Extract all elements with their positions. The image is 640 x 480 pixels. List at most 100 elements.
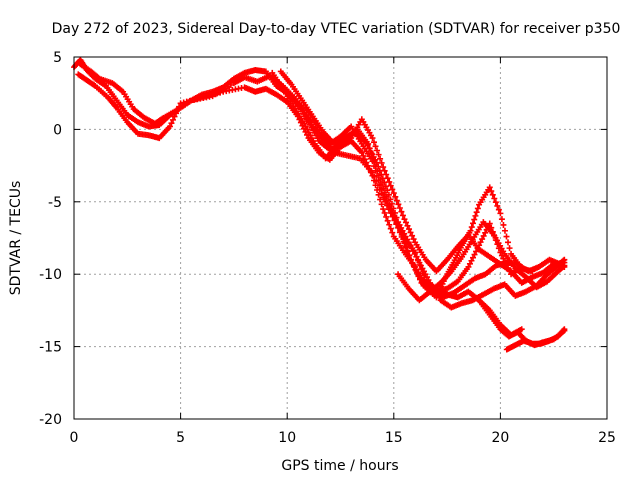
data-point — [392, 193, 399, 200]
data-point — [560, 327, 567, 334]
data-point — [221, 85, 228, 92]
data-point — [380, 164, 387, 171]
data-point — [492, 199, 499, 206]
data-point — [360, 152, 367, 159]
data-point — [380, 194, 387, 201]
data-point — [489, 191, 496, 198]
x-tick-label: 0 — [70, 430, 79, 446]
data-point — [505, 239, 512, 246]
data-point — [494, 202, 501, 209]
data-point — [396, 205, 403, 212]
data-point — [390, 205, 397, 212]
y-tick-label: -20 — [39, 412, 62, 428]
data-point — [399, 212, 406, 219]
data-point — [385, 191, 392, 198]
data-point — [404, 222, 411, 229]
series-5 — [284, 90, 568, 286]
data-point — [413, 269, 420, 276]
data-point — [477, 239, 484, 246]
data-point — [361, 156, 368, 163]
data-point — [406, 252, 413, 259]
data-point — [503, 233, 510, 240]
data-point — [371, 173, 378, 180]
data-point — [212, 91, 219, 98]
data-point — [501, 227, 508, 234]
y-tick-label: 0 — [53, 122, 62, 138]
y-axis-label: SDTVAR / TECUs — [8, 181, 24, 296]
data-point — [166, 123, 173, 130]
data-point — [506, 245, 513, 252]
data-point — [358, 149, 365, 156]
data-point — [392, 209, 399, 216]
data-point — [369, 169, 376, 176]
y-tick-label: -10 — [39, 267, 62, 283]
x-axis-label: GPS time / hours — [281, 458, 398, 474]
data-point — [386, 178, 393, 185]
data-point — [406, 226, 413, 233]
data-point — [404, 248, 411, 255]
data-point — [410, 263, 417, 270]
data-point — [209, 93, 216, 100]
data-point — [409, 260, 416, 267]
data-point — [561, 262, 568, 269]
data-point — [376, 186, 383, 193]
data-point — [388, 200, 395, 207]
data-point — [389, 186, 396, 193]
data-point — [393, 214, 400, 221]
data-point — [386, 221, 393, 228]
data-point — [491, 195, 498, 202]
x-tick-label: 10 — [278, 430, 296, 446]
series-6 — [395, 219, 568, 304]
data-point — [466, 260, 473, 267]
data-point — [468, 224, 475, 231]
data-point — [378, 190, 385, 197]
data-point — [378, 159, 385, 166]
y-tick-label: -5 — [48, 195, 62, 211]
data-point — [471, 216, 478, 223]
x-tick-label: 20 — [491, 430, 509, 446]
data-point — [480, 232, 487, 239]
data-point — [372, 143, 379, 150]
data-point — [518, 326, 525, 333]
data-point — [500, 221, 507, 228]
data-point — [390, 190, 397, 197]
data-point — [482, 229, 489, 236]
series-8 — [503, 326, 568, 353]
series-4 — [277, 68, 568, 311]
data-point — [471, 251, 478, 258]
data-point — [384, 187, 391, 194]
plot-frame — [73, 56, 608, 420]
data-point — [488, 188, 495, 195]
data-point — [472, 212, 479, 219]
data-point — [377, 196, 384, 203]
data-point — [381, 209, 388, 216]
chart-title: Day 272 of 2023, Sidereal Day-to-day VTE… — [52, 21, 621, 37]
data-point — [389, 229, 396, 236]
data-point — [401, 240, 408, 247]
data-point — [387, 225, 394, 232]
data-point — [410, 236, 417, 243]
data-point — [560, 263, 567, 270]
data-point — [407, 256, 414, 263]
data-point — [227, 81, 234, 88]
data-point — [479, 236, 486, 243]
data-point — [407, 229, 414, 236]
data-point — [373, 178, 380, 185]
data-point — [387, 182, 394, 189]
data-point — [416, 276, 423, 283]
data-point — [415, 273, 422, 280]
data-point — [374, 147, 381, 154]
data-point — [384, 217, 391, 224]
data-point — [380, 206, 387, 213]
data-point — [371, 139, 378, 146]
data-point — [473, 248, 480, 255]
data-point — [378, 201, 385, 208]
data-point — [381, 167, 388, 174]
data-point — [375, 191, 382, 198]
data-point — [469, 254, 476, 261]
data-point — [467, 227, 474, 234]
data-point — [469, 220, 476, 227]
data-point — [383, 171, 390, 178]
data-point — [393, 197, 400, 204]
